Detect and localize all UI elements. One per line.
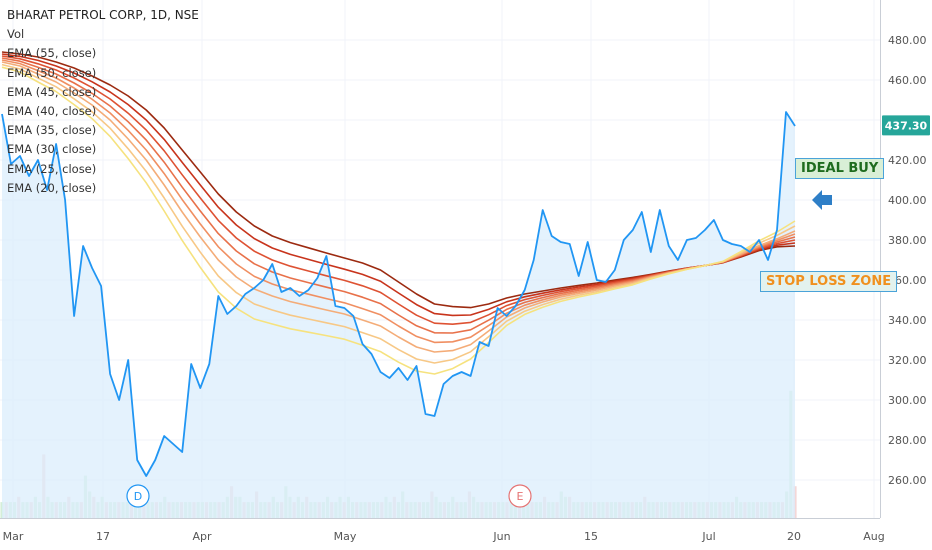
ema-legend-55[interactable]: EMA (55, close) (7, 46, 97, 61)
ema-legend-25[interactable]: EMA (25, close) (7, 161, 97, 176)
arrow-left-icon (812, 190, 832, 210)
last-price-badge: 437.30 (882, 115, 930, 136)
y-tick-label: 420.00 (888, 154, 927, 167)
y-tick-label: 260.00 (888, 474, 927, 487)
volume-legend[interactable]: Vol (7, 27, 25, 42)
x-tick-label: May (334, 530, 357, 543)
ideal-buy-annotation: IDEAL BUY (795, 158, 885, 179)
price-area (2, 112, 795, 518)
y-tick-label: 380.00 (888, 234, 927, 247)
y-tick-label: 280.00 (888, 434, 927, 447)
price-line (1, 111, 796, 477)
y-tick-label: 300.00 (888, 394, 927, 407)
event-marker-circle (508, 484, 532, 508)
last-price-label: 437.30 (885, 119, 928, 132)
ema-line-20 (1, 66, 796, 375)
event-marker-label: D (134, 490, 142, 503)
x-tick-label: Mar (3, 530, 24, 543)
ema-ribbon (1, 51, 796, 375)
y-tick-label: 480.00 (888, 34, 927, 47)
y-tick-label: 320.00 (888, 354, 927, 367)
stop-loss-annotation: STOP LOSS ZONE (760, 271, 898, 292)
y-tick-label: 460.00 (888, 74, 927, 87)
y-tick-label: 360.00 (888, 274, 927, 287)
ema-legend-45[interactable]: EMA (45, close) (7, 84, 97, 99)
y-tick-label: 340.00 (888, 314, 927, 327)
ema-legend-30[interactable]: EMA (30, close) (7, 142, 97, 157)
last-price-badge-bg (882, 115, 930, 136)
x-tick-label: 20 (787, 530, 801, 543)
x-tick-label: 17 (96, 530, 110, 543)
chart-legend: BHARAT PETROL CORP, 1D, NSE Vol EMA (55,… (7, 6, 199, 198)
time-axis[interactable]: Mar 17 Apr May Jun 15 Jul 20 Aug (0, 518, 885, 544)
x-tick-label: Apr (192, 530, 212, 543)
price-axis[interactable]: 260.00 280.00 300.00 320.00 340.00 360.00 380.… (880, 0, 927, 518)
y-tick-label: 400.00 (888, 194, 927, 207)
x-tick-label: Jun (492, 530, 510, 543)
event-marker-circle (126, 484, 150, 508)
ema-legend-40[interactable]: EMA (40, close) (7, 104, 97, 119)
x-tick-label: Jul (701, 530, 715, 543)
ema-legend-35[interactable]: EMA (35, close) (7, 123, 97, 138)
x-tick-label: Aug (863, 530, 884, 543)
symbol-title[interactable]: BHARAT PETROL CORP, 1D, NSE (7, 8, 199, 22)
ema-legend-50[interactable]: EMA (50, close) (7, 65, 97, 80)
event-marker-label: E (517, 490, 524, 503)
volume-bar (0, 502, 4, 518)
ema-legend-20[interactable]: EMA (20, close) (7, 180, 97, 195)
x-tick-label: 15 (584, 530, 598, 543)
